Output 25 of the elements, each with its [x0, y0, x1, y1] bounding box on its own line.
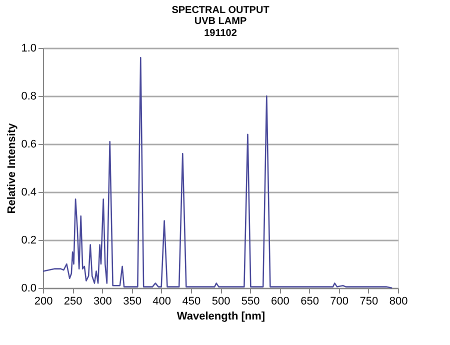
x-tick-label: 400 — [152, 296, 172, 308]
x-axis-title: Wavelength [nm] — [176, 310, 266, 322]
y-axis-title: Relative Intensity — [6, 122, 18, 214]
x-tick-label: 750 — [360, 296, 378, 308]
x-tick-label: 800 — [389, 296, 408, 308]
x-tick-label: 600 — [270, 296, 290, 308]
x-tick-label: 450 — [182, 296, 201, 308]
text: 191102 — [204, 28, 238, 39]
y-tick-label: 0.6 — [21, 138, 36, 150]
x-tick-label: 350 — [123, 296, 142, 308]
chart-title: SPECTRAL OUTPUT — [172, 5, 270, 16]
x-tick-label: 650 — [300, 296, 319, 308]
y-tick-label: 1.0 — [21, 42, 36, 54]
chart-subtitle: UVB LAMP — [194, 16, 247, 27]
y-tick-label: 0.0 — [21, 282, 36, 294]
x-tick-label: 700 — [330, 296, 349, 308]
x-tick-label: 250 — [64, 296, 82, 308]
line-series — [42, 56, 393, 289]
x-tick-label: 550 — [241, 296, 260, 308]
y-tick-label: 0.2 — [21, 234, 36, 246]
x-tick-label: 300 — [93, 296, 112, 308]
y-tick-label: 0.8 — [21, 90, 36, 102]
x-tick-label: 500 — [212, 296, 230, 308]
x-tick-label: 200 — [34, 296, 53, 308]
y-tick-label: 0.4 — [21, 186, 36, 198]
